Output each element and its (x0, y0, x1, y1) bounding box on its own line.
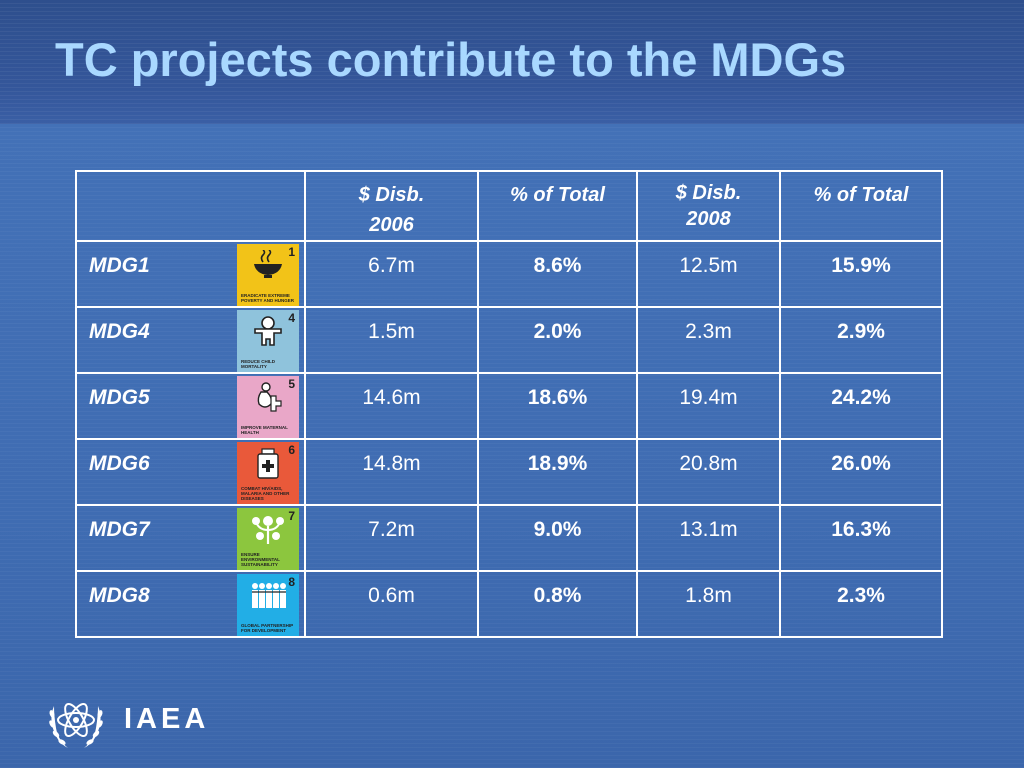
disb-2006-cell: 0.6m (304, 570, 479, 638)
header-text: 2008 (686, 208, 731, 230)
mdg-label: MDG5 (89, 386, 150, 409)
mdg-icon-caption: REDUCE CHILD MORTALITY (241, 359, 276, 369)
disb-2006-cell: 14.8m (304, 438, 479, 506)
pct-2006-cell: 0.8% (477, 570, 638, 638)
table-row: MDG4 4 REDUCE CHILD MORTALITY 1.5m 2.0% 2.3m 2… (75, 306, 943, 374)
header-text: % of Total (813, 184, 909, 206)
row-label-cell: MDG1 1 ERADICATE EXTREME POVERTY AND HUNGE… (75, 240, 306, 308)
table-row: MDG5 5 IMPROVE MATERNAL HEALTH 14.6m 18.6% 19… (75, 372, 943, 440)
mdg-icon-caption: IMPROVE MATERNAL HEALTH (241, 425, 288, 435)
pregnant-woman-icon: 5 IMPROVE MATERNAL HEALTH (237, 376, 299, 438)
header-text: $ Disb. (358, 184, 425, 206)
people-group-icon: 8 GLOBAL PARTNERSHIP FOR DEVELOPMENT (237, 574, 299, 636)
disb-2006-cell: 7.2m (304, 504, 479, 572)
pct-2006-cell: 18.6% (477, 372, 638, 440)
mdg-icon-caption: GLOBAL PARTNERSHIP FOR DEVELOPMENT (241, 623, 294, 633)
pct-2006-cell: 9.0% (477, 504, 638, 572)
pct-2006-cell: 8.6% (477, 240, 638, 308)
pct-2008-cell: 16.3% (779, 504, 943, 572)
disb-2008-cell: 1.8m (636, 570, 781, 638)
disb-2008-cell: 2.3m (636, 306, 781, 374)
mdg-icon-caption: ERADICATE EXTREME POVERTY AND HUNGER (241, 293, 295, 303)
mdg-icon-number: 8 (288, 575, 295, 589)
mdg-icon-caption: ENSURE ENVIRONMENTAL SUSTAINABILITY (241, 552, 280, 567)
mdg-label: MDG1 (89, 254, 150, 277)
pct-2006-cell: 18.9% (477, 438, 638, 506)
child-icon: 4 REDUCE CHILD MORTALITY (237, 310, 299, 372)
table-row: MDG6 6 COMBAT HIV/AIDS, MALARIA AND OTHER … (75, 438, 943, 506)
pct-2008-cell: 15.9% (779, 240, 943, 308)
pct-2006-cell: 2.0% (477, 306, 638, 374)
slide-header-band (0, 0, 1024, 124)
slide-title: TC projects contribute to the MDGs (55, 33, 847, 86)
medicine-jar-icon: 6 COMBAT HIV/AIDS, MALARIA AND OTHER DISE… (237, 442, 299, 504)
mdg-icon-number: 5 (288, 377, 295, 391)
iaea-wordmark: IAEA (124, 703, 210, 735)
row-label-cell: MDG4 4 REDUCE CHILD MORTALITY (75, 306, 306, 374)
header-text: % of Total (510, 184, 605, 206)
iaea-atom-wreath-icon (49, 703, 103, 748)
table-row: MDG8 8 GLOBAL PARTNERSHIP FOR DEVELOPMENT 0… (75, 570, 943, 638)
mdg-label: MDG4 (89, 320, 150, 343)
table-row: MDG1 1 ERADICATE EXTREME POVERTY AND HUNGE… (75, 240, 943, 308)
mdg-label: MDG7 (89, 518, 150, 541)
mdg-icon-caption: COMBAT HIV/AIDS, MALARIA AND OTHER DISEA… (241, 486, 290, 501)
mdg-icon-number: 1 (288, 245, 295, 259)
disb-2008-cell: 12.5m (636, 240, 781, 308)
row-label-cell: MDG5 5 IMPROVE MATERNAL HEALTH (75, 372, 306, 440)
pct-2008-cell: 2.3% (779, 570, 943, 638)
header-text: 2006 (369, 214, 414, 236)
header-text: $ Disb. (675, 182, 742, 204)
row-label-cell: MDG7 7 ENSURE ENVIRONMENTAL SUSTAINABILITY (75, 504, 306, 572)
plant-icon: 7 ENSURE ENVIRONMENTAL SUSTAINABILITY (237, 508, 299, 570)
disb-2006-cell: 1.5m (304, 306, 479, 374)
mdg-icon-number: 6 (288, 443, 295, 457)
row-label-cell: MDG8 8 GLOBAL PARTNERSHIP FOR DEVELOPMENT (75, 570, 306, 638)
header-pct-2006: % of Total (477, 170, 638, 242)
disb-2008-cell: 20.8m (636, 438, 781, 506)
pct-2008-cell: 2.9% (779, 306, 943, 374)
mdg-label: MDG8 (89, 584, 150, 607)
pct-2008-cell: 26.0% (779, 438, 943, 506)
table-header-row: $ Disb. 2006 % of Total $ Disb. 2008 % o… (75, 170, 943, 242)
mdg-icon-number: 4 (288, 311, 295, 325)
header-empty-cell (75, 170, 306, 242)
row-label-cell: MDG6 6 COMBAT HIV/AIDS, MALARIA AND OTHER … (75, 438, 306, 506)
mdg-icon-number: 7 (288, 509, 295, 523)
table-row: MDG7 7 ENSURE ENVIRONMENTAL SUSTAINABILITY… (75, 504, 943, 572)
disb-2008-cell: 13.1m (636, 504, 781, 572)
hunger-bowl-icon: 1 ERADICATE EXTREME POVERTY AND HUNGER (237, 244, 299, 306)
header-disb-2006: $ Disb. 2006 (304, 170, 479, 242)
disb-2006-cell: 14.6m (304, 372, 479, 440)
mdg-disbursement-table: $ Disb. 2006 % of Total $ Disb. 2008 % o… (75, 170, 943, 638)
header-disb-2008: $ Disb. 2008 (636, 170, 781, 242)
disb-2006-cell: 6.7m (304, 240, 479, 308)
pct-2008-cell: 24.2% (779, 372, 943, 440)
mdg-label: MDG6 (89, 452, 150, 475)
header-pct-2008: % of Total (779, 170, 943, 242)
disb-2008-cell: 19.4m (636, 372, 781, 440)
